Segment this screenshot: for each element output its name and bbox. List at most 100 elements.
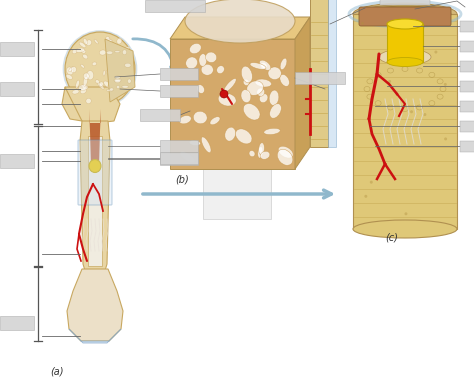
FancyBboxPatch shape (295, 72, 345, 84)
Ellipse shape (280, 58, 287, 70)
Ellipse shape (121, 79, 124, 86)
Ellipse shape (128, 75, 133, 80)
Ellipse shape (180, 152, 195, 163)
Ellipse shape (387, 19, 423, 29)
FancyBboxPatch shape (0, 316, 34, 330)
FancyBboxPatch shape (380, 0, 430, 5)
Ellipse shape (76, 80, 79, 88)
Polygon shape (295, 17, 310, 169)
Ellipse shape (249, 150, 255, 157)
Ellipse shape (106, 39, 112, 42)
Ellipse shape (361, 22, 364, 25)
FancyBboxPatch shape (160, 153, 198, 165)
Ellipse shape (255, 79, 272, 87)
FancyBboxPatch shape (160, 152, 198, 164)
Ellipse shape (270, 104, 282, 118)
Ellipse shape (365, 195, 367, 198)
Polygon shape (62, 87, 86, 121)
Ellipse shape (258, 147, 263, 158)
Polygon shape (67, 269, 123, 341)
FancyBboxPatch shape (460, 141, 474, 152)
Ellipse shape (72, 90, 79, 94)
Ellipse shape (71, 67, 76, 73)
Ellipse shape (387, 58, 423, 66)
Polygon shape (69, 329, 121, 343)
Polygon shape (89, 109, 101, 166)
Ellipse shape (185, 0, 295, 43)
Ellipse shape (83, 39, 88, 44)
Ellipse shape (69, 67, 73, 72)
Ellipse shape (128, 79, 131, 83)
Ellipse shape (117, 86, 119, 89)
Ellipse shape (115, 79, 120, 83)
Ellipse shape (119, 89, 125, 94)
Ellipse shape (257, 88, 264, 96)
Ellipse shape (353, 3, 457, 25)
Ellipse shape (109, 88, 114, 91)
Ellipse shape (278, 146, 293, 158)
Ellipse shape (260, 63, 267, 69)
FancyBboxPatch shape (460, 61, 474, 72)
FancyBboxPatch shape (460, 41, 474, 52)
FancyBboxPatch shape (145, 0, 205, 12)
Ellipse shape (82, 50, 86, 53)
Ellipse shape (82, 54, 88, 59)
Polygon shape (170, 17, 310, 39)
Ellipse shape (92, 62, 97, 66)
Ellipse shape (444, 138, 447, 141)
Ellipse shape (201, 64, 213, 75)
Ellipse shape (123, 81, 127, 85)
Ellipse shape (86, 40, 91, 45)
Ellipse shape (121, 89, 126, 92)
Ellipse shape (125, 63, 131, 67)
Ellipse shape (126, 68, 134, 74)
Ellipse shape (86, 98, 91, 104)
Bar (88, 136, 102, 266)
Ellipse shape (118, 63, 123, 69)
Ellipse shape (268, 67, 281, 80)
Ellipse shape (201, 137, 211, 153)
Ellipse shape (105, 36, 110, 42)
Ellipse shape (186, 57, 198, 69)
Ellipse shape (404, 212, 408, 215)
Ellipse shape (114, 79, 121, 82)
Ellipse shape (83, 77, 88, 86)
Ellipse shape (241, 66, 252, 83)
Ellipse shape (107, 69, 112, 75)
Ellipse shape (87, 70, 93, 80)
Ellipse shape (259, 143, 264, 155)
Ellipse shape (224, 78, 236, 92)
Ellipse shape (107, 51, 113, 54)
Ellipse shape (99, 82, 104, 86)
Ellipse shape (236, 129, 252, 144)
Ellipse shape (81, 64, 84, 68)
Ellipse shape (110, 55, 112, 59)
Ellipse shape (122, 47, 130, 53)
FancyBboxPatch shape (160, 140, 198, 152)
Ellipse shape (379, 49, 431, 65)
Ellipse shape (66, 67, 73, 75)
Ellipse shape (193, 111, 207, 124)
Bar (353, 14, 457, 229)
Polygon shape (170, 39, 295, 169)
Ellipse shape (89, 160, 101, 172)
Ellipse shape (66, 74, 73, 79)
Ellipse shape (423, 113, 427, 116)
Ellipse shape (225, 127, 236, 141)
Bar (387, 24, 423, 62)
Ellipse shape (75, 48, 85, 52)
Ellipse shape (264, 128, 280, 135)
Ellipse shape (122, 86, 128, 88)
Ellipse shape (122, 50, 127, 55)
Ellipse shape (197, 85, 204, 94)
FancyBboxPatch shape (0, 154, 34, 168)
Ellipse shape (95, 80, 100, 83)
Ellipse shape (103, 70, 105, 76)
Ellipse shape (115, 76, 120, 79)
Ellipse shape (243, 103, 260, 120)
Ellipse shape (260, 151, 270, 159)
FancyBboxPatch shape (460, 121, 474, 132)
Ellipse shape (243, 79, 249, 86)
Ellipse shape (109, 51, 114, 56)
Ellipse shape (359, 5, 451, 23)
